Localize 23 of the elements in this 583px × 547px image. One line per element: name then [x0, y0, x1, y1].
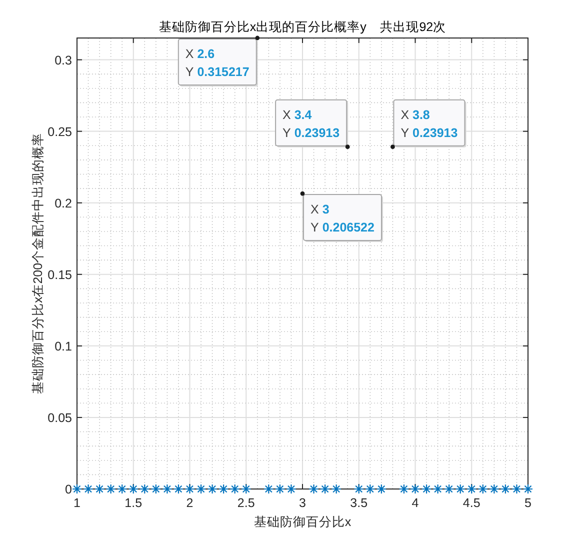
y-tick-label: 0.05	[48, 410, 72, 425]
y-tick-label: 0	[65, 482, 72, 496]
title: 基础防御百分比x出现的百分比概率y 共出现92次	[158, 20, 446, 34]
y-tick-label: 0.25	[48, 124, 72, 139]
data-tip: X 3.4 Y 0.23913	[282, 108, 340, 140]
x-tick-label: 1.5	[124, 496, 142, 510]
y-tick-label: 0.15	[48, 268, 72, 282]
y-axis-title: 基础防御百分比x在200个金配件中出现的概率	[31, 132, 45, 394]
x-tick-label: 3.5	[350, 496, 368, 510]
data-tip: X 3.8 Y 0.23913	[400, 108, 458, 140]
y-tick-label: 0.2	[54, 196, 72, 210]
y-tick-label: 0.1	[54, 339, 72, 354]
x-axis-title: 基础防御百分比x	[254, 515, 352, 529]
x-tick-label: 2.5	[237, 496, 255, 510]
x-tick-label: 3	[299, 496, 306, 510]
data-tip: X 3 Y 0.206522	[310, 202, 374, 235]
x-tick-label: 1	[74, 496, 80, 510]
x-tick-label: 2	[186, 496, 194, 510]
x-tick-label: 5	[524, 496, 532, 510]
x-tick-label: 4	[412, 496, 419, 510]
y-tick-label: 0.3	[54, 53, 72, 68]
x-tick-label: 4.5	[462, 496, 480, 510]
data-tip: X 2.6 Y 0.315217	[185, 47, 250, 79]
